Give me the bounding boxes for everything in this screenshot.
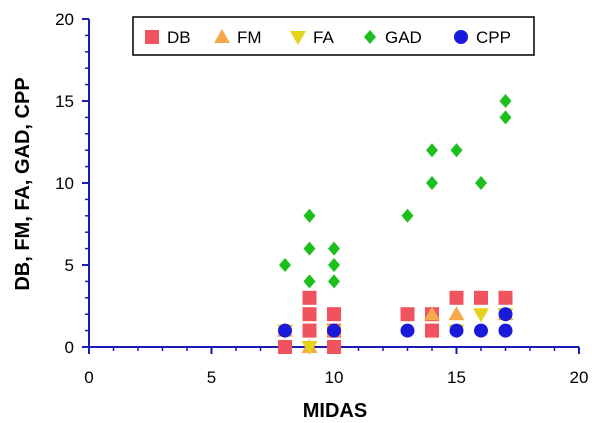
series-db [278,290,513,354]
data-point-db [327,307,341,322]
y-axis-title: DB, FM, FA, GAD, CPP [12,77,34,290]
data-point-db [425,323,439,338]
data-point-db [327,340,341,354]
data-point-gad [475,176,487,190]
data-point-fm [424,306,440,321]
data-point-gad [499,110,512,125]
data-point-gad [499,94,512,108]
data-point-gad [328,274,340,289]
data-point-gad [328,241,340,256]
legend-label-fm: FM [237,28,262,47]
y-tick-label: 0 [65,338,74,357]
legend-label-db: DB [167,28,191,47]
data-point-gad [279,258,291,272]
data-point-fa [473,308,489,323]
y-tick-label: 10 [55,174,74,193]
data-point-db [302,290,317,305]
y-tick-label: 5 [65,256,74,275]
data-point-cpp [498,307,513,322]
legend-marker-cpp [454,30,468,44]
legend-marker-fa [290,31,306,45]
data-point-gad [303,208,316,223]
legend: DB FM FA GAD CPP [132,16,535,56]
x-tick-label: 10 [325,368,344,387]
y-tick-label: 20 [55,10,74,29]
data-point-fm [448,306,465,321]
data-point-db [278,340,292,354]
data-point-cpp [474,323,488,338]
data-point-cpp [498,323,513,338]
data-point-cpp [278,323,292,338]
data-point-gad [426,143,438,158]
data-point-gad [303,241,316,256]
x-axis-title: MIDAS [303,400,367,422]
x-tick-label: 20 [570,368,589,387]
data-point-db [474,290,488,305]
data-point-cpp [400,323,415,338]
data-point-cpp [449,323,464,338]
legend-marker-fm [214,29,230,43]
data-point-db [498,290,513,305]
plot-axes [82,18,580,354]
data-point-db [449,290,464,305]
legend-label-fa: FA [313,28,334,47]
data-point-cpp [327,323,341,338]
legend-marker-gad [364,30,376,44]
series-cpp [278,307,513,338]
x-tick-label: 15 [447,368,466,387]
data-point-db [302,307,317,322]
data-point-gad [328,258,340,272]
data-point-gad [450,143,463,158]
data-point-db [302,323,317,338]
tick-labels: 0 5 10 15 20 0 5 10 15 20 [55,10,588,387]
data-point-fa [301,341,318,355]
legend-label-cpp: CPP [476,28,511,47]
data-point-gad [401,208,414,223]
data-points [277,94,514,355]
legend-label-gad: GAD [385,28,422,47]
y-tick-label: 15 [55,92,74,111]
data-point-gad [303,274,316,289]
data-point-db [400,307,415,322]
x-tick-label: 0 [84,368,93,387]
series-gad [279,94,512,289]
legend-marker-db [145,30,159,44]
x-tick-label: 5 [207,368,216,387]
data-point-gad [426,176,438,190]
